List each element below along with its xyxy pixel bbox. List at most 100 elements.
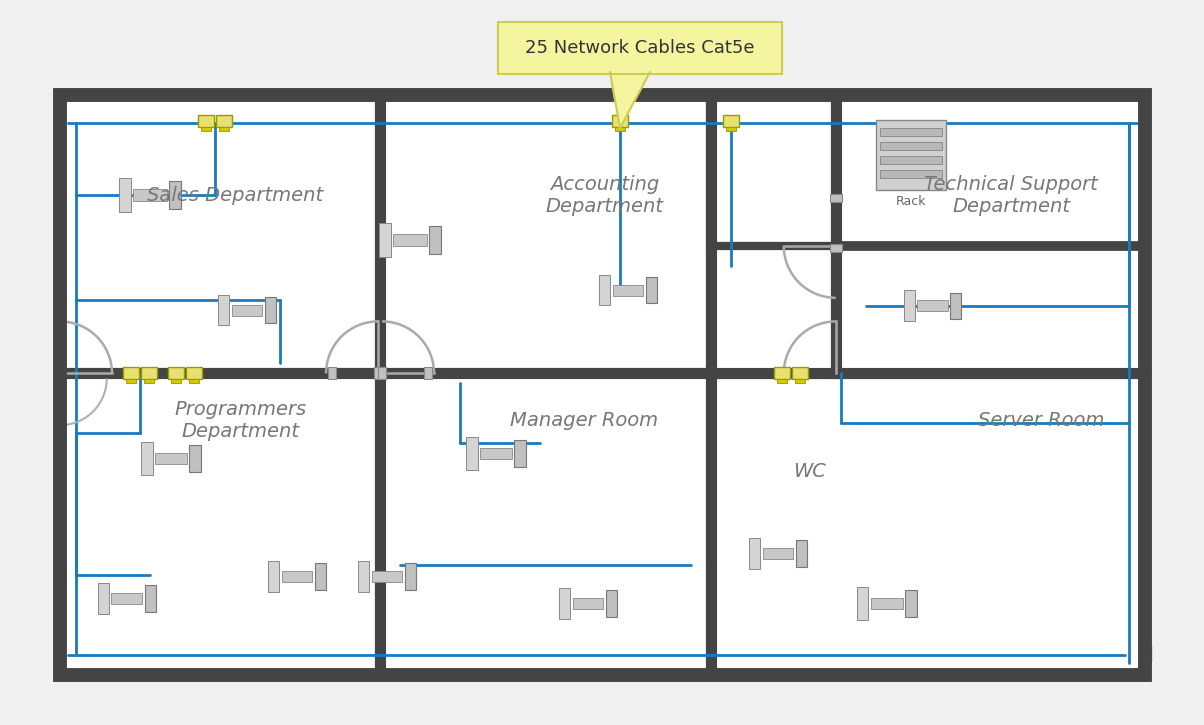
Bar — [1140, 466, 1150, 494]
Bar — [749, 538, 760, 569]
Bar — [169, 181, 181, 210]
Bar — [141, 368, 157, 379]
Bar — [189, 444, 201, 472]
Bar — [836, 95, 1145, 373]
Bar — [378, 368, 386, 379]
Bar — [830, 194, 842, 202]
Bar — [480, 447, 512, 459]
Bar — [857, 587, 868, 619]
Bar — [777, 379, 787, 384]
Bar — [645, 277, 656, 303]
Bar — [216, 115, 232, 127]
Bar — [55, 361, 65, 389]
Bar — [762, 548, 793, 559]
Bar — [123, 368, 138, 379]
Bar — [517, 90, 544, 100]
Bar — [393, 234, 426, 246]
Bar — [746, 670, 774, 680]
Bar — [1140, 346, 1150, 374]
Bar — [905, 589, 916, 617]
Text: WC: WC — [792, 462, 826, 481]
Bar — [514, 439, 526, 467]
Bar — [795, 379, 805, 384]
Bar — [917, 300, 948, 311]
Bar — [405, 563, 415, 589]
Bar — [726, 127, 736, 131]
Bar — [615, 127, 625, 131]
Bar — [144, 585, 155, 612]
Bar — [875, 120, 946, 190]
Bar — [218, 294, 229, 326]
Bar — [466, 437, 478, 470]
Bar — [126, 379, 136, 384]
Bar — [197, 115, 214, 127]
Bar — [327, 368, 336, 379]
Bar — [144, 379, 154, 384]
Bar — [836, 95, 1145, 373]
Text: Programmers
Department: Programmers Department — [175, 400, 307, 441]
Bar — [60, 95, 1145, 675]
Bar — [613, 284, 643, 296]
Bar — [380, 95, 712, 373]
Text: Technical Support
Department: Technical Support Department — [925, 175, 1098, 216]
Bar — [600, 275, 610, 305]
Bar — [231, 304, 262, 315]
Bar — [722, 115, 739, 127]
Bar — [560, 588, 571, 619]
Bar — [112, 593, 142, 604]
Bar — [1139, 645, 1151, 661]
Bar — [155, 452, 187, 464]
Bar — [796, 540, 807, 567]
Bar — [314, 563, 325, 589]
Bar — [880, 142, 942, 150]
Bar — [374, 368, 382, 379]
Polygon shape — [610, 72, 650, 128]
Bar — [880, 170, 942, 178]
Bar — [774, 368, 790, 379]
Bar — [185, 368, 202, 379]
Bar — [119, 178, 130, 212]
Bar — [1140, 566, 1150, 594]
Text: Accounting
Department: Accounting Department — [545, 175, 663, 216]
Bar — [380, 373, 712, 675]
Bar — [517, 670, 544, 680]
Bar — [372, 571, 402, 582]
Bar — [265, 297, 276, 323]
Bar — [379, 223, 390, 257]
Bar — [189, 379, 199, 384]
Text: Rack: Rack — [896, 195, 926, 208]
Text: Server Room: Server Room — [979, 411, 1104, 430]
Bar — [60, 95, 380, 373]
Bar — [572, 598, 603, 609]
Bar — [751, 90, 779, 100]
Bar — [169, 368, 184, 379]
Bar — [712, 95, 836, 246]
Bar — [1140, 186, 1150, 214]
Bar — [870, 597, 903, 609]
Bar — [282, 571, 312, 582]
Bar — [429, 225, 441, 254]
Bar — [359, 561, 370, 592]
Bar — [141, 442, 153, 474]
Bar — [712, 95, 836, 373]
Bar — [171, 379, 181, 384]
Bar — [880, 128, 942, 136]
Bar — [904, 291, 915, 321]
Bar — [424, 368, 432, 379]
Bar — [201, 127, 211, 131]
Bar — [830, 244, 842, 252]
Bar — [132, 189, 166, 201]
Text: Manager Room: Manager Room — [509, 411, 659, 430]
Bar — [880, 156, 942, 164]
Text: 25 Network Cables Cat5e: 25 Network Cables Cat5e — [525, 39, 755, 57]
Bar — [99, 583, 110, 614]
FancyBboxPatch shape — [498, 22, 783, 74]
Bar — [606, 590, 616, 616]
Text: Sales Department: Sales Department — [147, 186, 323, 205]
Bar — [712, 373, 1145, 675]
Bar — [268, 561, 279, 592]
Bar — [219, 127, 229, 131]
Bar — [792, 368, 808, 379]
Bar — [60, 373, 380, 675]
Bar — [706, 90, 734, 100]
